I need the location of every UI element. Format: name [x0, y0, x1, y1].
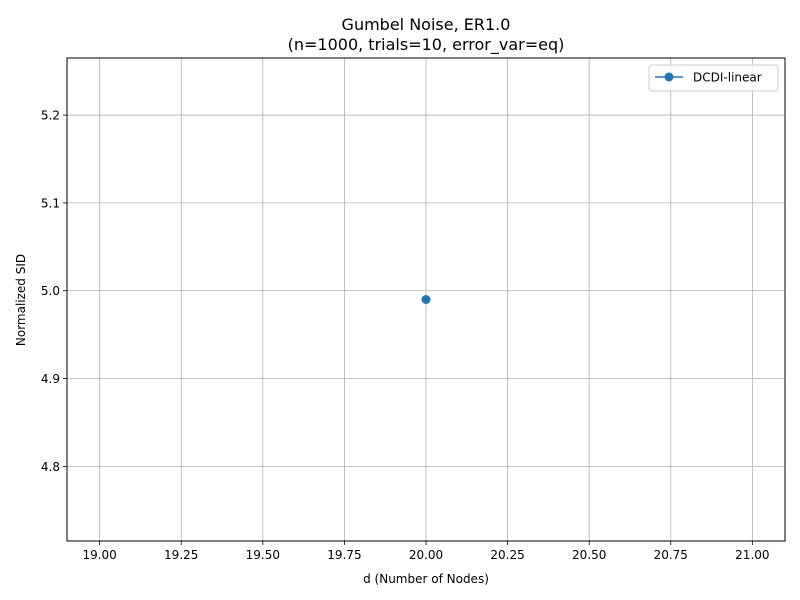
x-tick-label: 19.50 — [246, 548, 280, 562]
chart-title: Gumbel Noise, ER1.0 — [342, 15, 511, 34]
grid-lines — [67, 58, 785, 541]
y-axis-label: Normalized SID — [14, 254, 28, 346]
y-tick-label: 5.1 — [41, 196, 60, 210]
legend: DCDI-linear — [648, 64, 779, 92]
axis-ticks: 19.00 19.25 19.50 19.75 20.00 20.25 20.50 20.75… — [41, 109, 770, 562]
x-tick-label: 19.00 — [82, 548, 116, 562]
y-tick-label: 4.9 — [41, 372, 60, 386]
x-axis-label: d (Number of Nodes) — [363, 572, 489, 586]
x-tick-label: 20.25 — [490, 548, 524, 562]
data-point — [421, 295, 431, 304]
plot-area-frame — [66, 57, 786, 542]
x-tick-label: 20.50 — [572, 548, 606, 562]
legend-marker-dcdi-linear — [664, 72, 674, 82]
x-tick-label: 21.00 — [735, 548, 769, 562]
y-tick-label: 5.0 — [41, 284, 60, 298]
x-tick-label: 20.00 — [409, 548, 443, 562]
x-tick-label: 20.75 — [654, 548, 688, 562]
x-tick-label: 19.25 — [164, 548, 198, 562]
y-tick-label: 5.2 — [41, 109, 60, 123]
legend-box — [648, 64, 779, 92]
y-tick-label: 4.8 — [41, 460, 60, 474]
legend-label-dcdi-linear: DCDI-linear — [693, 71, 762, 85]
plot-series — [421, 295, 431, 304]
x-tick-label: 19.75 — [327, 548, 361, 562]
chart-subtitle: (n=1000, trials=10, error_var=eq) — [288, 35, 565, 55]
